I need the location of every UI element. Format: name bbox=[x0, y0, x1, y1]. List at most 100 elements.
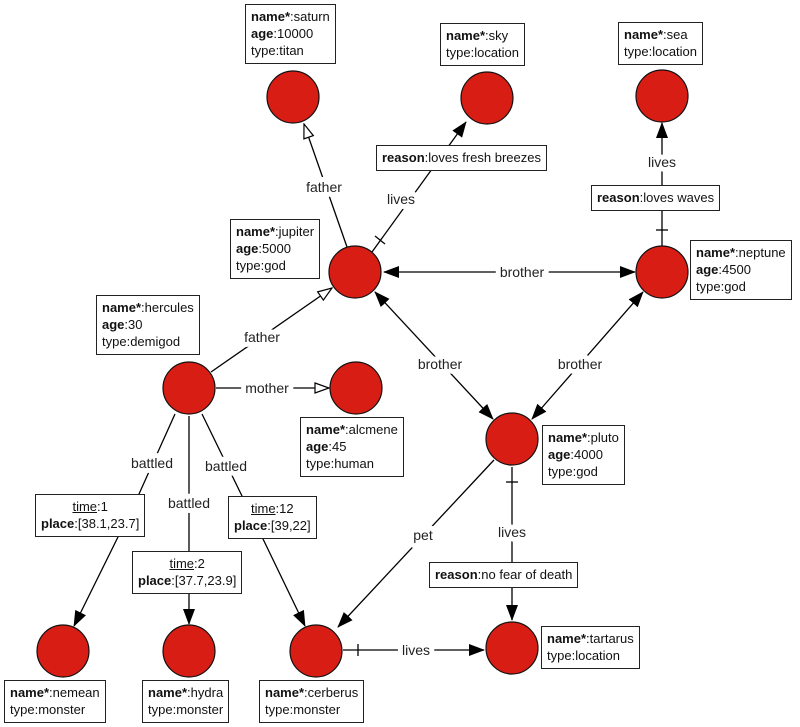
property-value: cerberus bbox=[307, 685, 359, 700]
property-value: saturn bbox=[293, 9, 330, 24]
property-key: type bbox=[265, 702, 290, 717]
property-value: 5000 bbox=[262, 241, 291, 256]
edge-label: pet bbox=[413, 527, 433, 543]
property-key: name* bbox=[102, 300, 142, 315]
property-row: name*:tartarus bbox=[547, 631, 634, 646]
property-value: monster bbox=[293, 702, 341, 717]
edge-label: battled bbox=[168, 495, 210, 511]
property-value: 30 bbox=[128, 317, 143, 332]
node-properties-pluto: name*:pluto age:4000 type:god bbox=[542, 425, 625, 485]
edge-hercules-jupiter bbox=[210, 288, 332, 373]
property-key: time bbox=[169, 556, 195, 571]
property-key: reason bbox=[597, 190, 640, 205]
node-properties-hydra: name*:hydra type:monster bbox=[142, 680, 230, 723]
node-properties-nemean: name*:nemean type:monster bbox=[4, 680, 106, 723]
node-pluto[interactable] bbox=[485, 412, 539, 466]
cardinality-bar bbox=[374, 235, 386, 245]
node-hercules[interactable] bbox=[162, 361, 216, 415]
property-key: age bbox=[236, 241, 259, 256]
node-properties-saturn: name*:saturn age:10000 type:titan bbox=[245, 4, 336, 64]
property-row: type:monster bbox=[265, 702, 341, 717]
property-row: time:2 bbox=[169, 556, 205, 571]
property-key: name* bbox=[548, 430, 588, 445]
property-value: human bbox=[334, 456, 374, 471]
property-key: type bbox=[306, 456, 331, 471]
node-properties-tartarus: name*:tartarus type:location bbox=[541, 626, 640, 669]
property-key: name* bbox=[696, 245, 736, 260]
property-key: type bbox=[548, 464, 573, 479]
node-jupiter[interactable] bbox=[328, 245, 382, 299]
property-row: reason:loves fresh breezes bbox=[382, 150, 541, 165]
node-sea[interactable] bbox=[635, 69, 689, 123]
property-row: age:4500 bbox=[696, 262, 751, 277]
property-value: [37.7,23.9] bbox=[174, 573, 237, 588]
property-row: place:[39,22] bbox=[234, 518, 311, 533]
property-row: time:12 bbox=[250, 501, 294, 516]
property-value: [38.1,23.7] bbox=[77, 516, 140, 531]
property-row: age:30 bbox=[102, 317, 143, 332]
property-row: name*:saturn bbox=[251, 9, 330, 24]
property-value: titan bbox=[279, 43, 304, 58]
node-saturn[interactable] bbox=[266, 70, 320, 124]
property-row: time:1 bbox=[72, 499, 108, 514]
property-row: place:[38.1,23.7] bbox=[41, 516, 140, 531]
property-key: type bbox=[102, 334, 127, 349]
node-tartarus[interactable] bbox=[485, 621, 539, 675]
property-key: type bbox=[446, 45, 471, 60]
property-value: sky bbox=[488, 28, 509, 43]
edge-label: lives bbox=[387, 191, 415, 207]
property-value: location bbox=[652, 44, 698, 59]
property-key: time bbox=[250, 501, 276, 516]
node-cerberus[interactable] bbox=[289, 624, 343, 678]
property-value: 1 bbox=[100, 499, 108, 514]
property-key: type bbox=[696, 279, 721, 294]
property-key: name* bbox=[236, 224, 276, 239]
property-row: name*:sky bbox=[446, 28, 509, 43]
property-value: 2 bbox=[197, 556, 205, 571]
edge-label: mother bbox=[245, 380, 289, 396]
edge-label: lives bbox=[402, 642, 430, 658]
property-value: 45 bbox=[332, 439, 347, 454]
property-key: type bbox=[547, 648, 572, 663]
property-value: 10000 bbox=[277, 26, 314, 41]
property-value: jupiter bbox=[278, 224, 315, 239]
property-value: sea bbox=[666, 27, 688, 42]
node-properties-alcmene: name*:alcmene age:45 type:human bbox=[300, 417, 404, 477]
property-key: time bbox=[72, 499, 98, 514]
property-key: type bbox=[236, 258, 261, 273]
property-row: age:45 bbox=[306, 439, 347, 454]
property-row: type:titan bbox=[251, 43, 304, 58]
property-value: nemean bbox=[52, 685, 100, 700]
property-row: name*:pluto bbox=[548, 430, 619, 445]
edge-label: father bbox=[306, 179, 342, 195]
property-value: god bbox=[724, 279, 746, 294]
property-row: reason:loves waves bbox=[597, 190, 715, 205]
node-properties-neptune: name*:neptune age:4500 type:god bbox=[690, 240, 792, 300]
node-alcmene[interactable] bbox=[329, 361, 383, 415]
property-row: name*:jupiter bbox=[236, 224, 315, 239]
node-sky[interactable] bbox=[460, 71, 514, 125]
property-key: place bbox=[41, 516, 75, 531]
property-row: type:location bbox=[624, 44, 698, 59]
node-nemean[interactable] bbox=[36, 624, 90, 678]
edge-properties-hercules-nemean: time:1 place:[38.1,23.7] bbox=[35, 494, 146, 537]
property-row: age:10000 bbox=[251, 26, 314, 41]
property-key: type bbox=[624, 44, 649, 59]
property-row: place:[37.7,23.9] bbox=[138, 573, 237, 588]
property-value: hercules bbox=[144, 300, 194, 315]
property-value: hydra bbox=[190, 685, 224, 700]
edge-label: brother bbox=[500, 264, 545, 280]
property-value: 4000 bbox=[574, 447, 603, 462]
property-key: type bbox=[10, 702, 35, 717]
property-row: age:4000 bbox=[548, 447, 603, 462]
node-hydra[interactable] bbox=[162, 624, 216, 678]
property-value: monster bbox=[38, 702, 86, 717]
edge-properties-pluto-tartarus: reason:no fear of death bbox=[429, 562, 579, 588]
property-key: name* bbox=[446, 28, 486, 43]
node-neptune[interactable] bbox=[635, 245, 689, 299]
edge-label: brother bbox=[558, 356, 603, 372]
property-row: type:human bbox=[306, 456, 374, 471]
property-value: god bbox=[576, 464, 598, 479]
